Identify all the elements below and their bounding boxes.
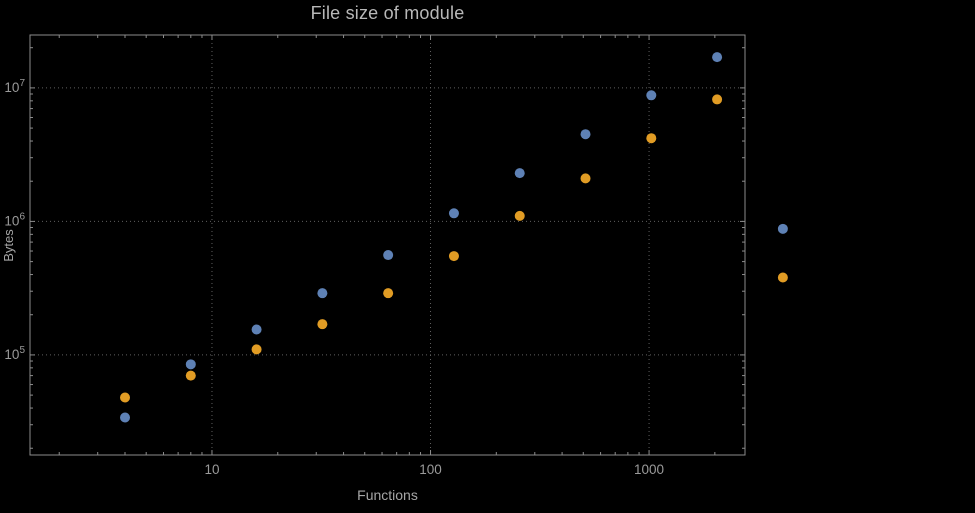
x-tick-label: 1000	[634, 462, 664, 477]
data-point	[646, 133, 657, 144]
data-point	[317, 288, 328, 299]
data-point	[383, 250, 394, 261]
x-tick-label: 100	[419, 462, 442, 477]
chart-title: File size of module	[310, 3, 465, 23]
data-point	[317, 319, 328, 330]
data-point	[712, 52, 723, 63]
plot-frame	[29, 34, 746, 456]
data-point	[448, 251, 459, 262]
x-axis-label: Functions	[357, 487, 418, 503]
data-point	[777, 223, 788, 234]
y-tick-label: 105	[4, 345, 25, 362]
data-point	[646, 90, 657, 101]
data-point	[712, 94, 723, 105]
data-point	[580, 129, 591, 140]
data-point	[120, 412, 131, 423]
data-point	[448, 208, 459, 219]
data-point	[514, 168, 525, 179]
data-point	[120, 392, 131, 403]
data-point	[185, 370, 196, 381]
data-point	[777, 272, 788, 283]
data-point	[514, 210, 525, 221]
data-point	[251, 344, 262, 355]
data-point	[383, 288, 394, 299]
data-point	[185, 359, 196, 370]
x-tick-label: 10	[204, 462, 219, 477]
y-tick-label: 107	[4, 78, 25, 95]
data-point	[251, 324, 262, 335]
data-point	[580, 173, 591, 184]
y-tick-label: 106	[4, 211, 25, 228]
